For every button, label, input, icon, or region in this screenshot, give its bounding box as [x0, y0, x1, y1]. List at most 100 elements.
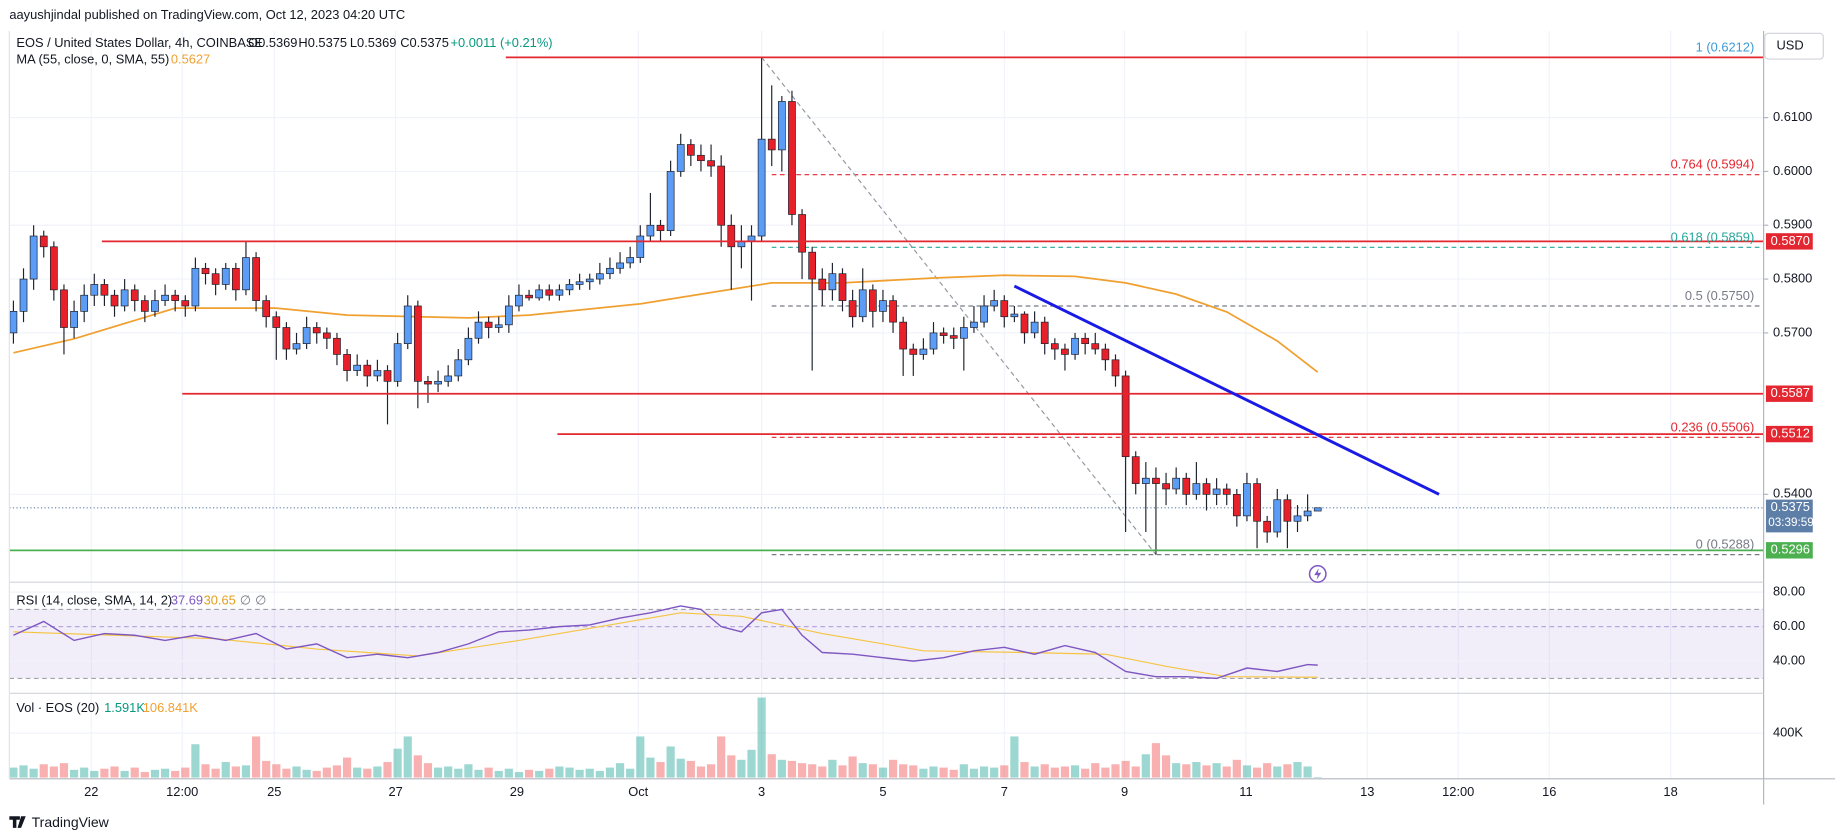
volume-bar — [878, 767, 888, 778]
y-tick-label: 0.6100 — [1773, 109, 1812, 124]
level-label: 0.5587 — [1771, 385, 1810, 400]
volume-bar — [727, 755, 736, 778]
volume-bar — [1212, 763, 1221, 778]
volume-bar — [757, 697, 766, 778]
candle-body — [717, 165, 726, 226]
volume-bar — [484, 767, 493, 778]
volume-bar — [69, 769, 79, 778]
volume-bar — [1020, 762, 1029, 778]
volume-bar — [1263, 763, 1272, 778]
x-tick-label: 18 — [1663, 784, 1677, 799]
candle-body — [1000, 300, 1009, 318]
price-label: 0.5375 — [1771, 499, 1810, 514]
candle-body — [970, 321, 978, 328]
x-tick-label: Oct — [628, 784, 648, 799]
candle-body — [636, 235, 645, 258]
volume-ma-value: 106.841K — [143, 700, 198, 715]
volume-bar — [140, 772, 149, 778]
candle-body — [1020, 313, 1029, 334]
ohlc-open: O0.5369 — [248, 35, 297, 50]
volume-bar — [282, 768, 291, 778]
volume-bar — [373, 766, 382, 778]
rsi-legend: RSI (14, close, SMA, 14, 2) — [16, 592, 172, 607]
candle-body — [1050, 343, 1059, 350]
rsi-empty-value: ∅ — [240, 592, 251, 607]
candle-body — [140, 300, 149, 312]
volume-bar — [39, 764, 48, 778]
volume-bar — [29, 768, 38, 778]
candle-body — [1141, 477, 1150, 484]
candle-body — [555, 289, 564, 296]
price-label-box — [1765, 499, 1813, 533]
ohlc-change: +0.0011 (+0.21%) — [451, 35, 553, 50]
candle-body — [1313, 507, 1322, 512]
candle-body — [60, 289, 68, 328]
candle-body — [757, 138, 766, 237]
candle-body — [808, 251, 817, 280]
candle-body — [322, 332, 331, 339]
candle-body — [262, 300, 271, 318]
candle-body — [9, 311, 18, 334]
volume-bar — [929, 766, 938, 778]
candle-body — [201, 267, 210, 275]
candle-body — [363, 364, 372, 377]
candle-body — [1283, 499, 1292, 522]
candle-body — [990, 300, 999, 307]
volume-bar — [504, 768, 513, 778]
candle-body — [515, 294, 523, 307]
level-label-box — [1765, 385, 1813, 402]
candle-body — [252, 257, 260, 301]
candle-body — [29, 235, 38, 280]
level-label: 0.5512 — [1771, 425, 1810, 440]
volume-bar — [899, 764, 908, 778]
candle-body — [302, 327, 311, 345]
volume-bar — [19, 765, 28, 778]
candle-body — [90, 284, 99, 296]
candle-body — [383, 370, 392, 382]
candle-body — [676, 144, 685, 172]
fib-label: 1 (0.6212) — [1696, 39, 1755, 54]
volume-bar — [383, 762, 392, 778]
candle-body — [1091, 343, 1100, 350]
volume-bar — [100, 768, 109, 778]
y-tick-label: 0.5900 — [1773, 217, 1812, 232]
rsi-tick-label: 80.00 — [1773, 584, 1805, 599]
volume-bar — [615, 763, 625, 778]
volume-bar — [545, 768, 554, 778]
candle-body — [606, 267, 614, 275]
volume-bar — [1242, 765, 1252, 778]
volume-bar — [1313, 777, 1322, 779]
candle-body — [565, 284, 574, 291]
volume-bar — [717, 736, 726, 778]
volume-bar — [1111, 764, 1120, 778]
candle-body — [879, 300, 887, 312]
candle-body — [697, 154, 705, 162]
candle-body — [110, 294, 119, 307]
rsi-tick-label: 60.00 — [1773, 618, 1805, 633]
volume-bar — [595, 770, 604, 778]
candle-body — [1162, 483, 1170, 490]
event-icon-bolt — [1314, 568, 1322, 580]
candle-body — [919, 348, 928, 355]
candle-body — [980, 305, 988, 323]
candle-body — [535, 289, 544, 299]
volume-bar — [9, 767, 18, 778]
candle-body — [575, 281, 584, 285]
candle-body — [494, 324, 503, 328]
volume-bar — [939, 767, 948, 778]
candle-body — [1172, 477, 1181, 490]
candle-body — [373, 370, 382, 377]
rsi-tick-label: 40.00 — [1773, 653, 1805, 668]
volume-bar — [1121, 760, 1130, 778]
candle-body — [221, 267, 230, 285]
x-tick-label: 5 — [879, 784, 886, 799]
volume-bar — [626, 768, 635, 778]
fib-label: 0.236 (0.5506) — [1671, 419, 1755, 434]
volume-bar — [747, 749, 756, 778]
volume-bar — [1273, 766, 1282, 778]
symbol: EOS / United States Dollar, 4h, COINBASE — [16, 35, 263, 50]
candle-body — [868, 289, 877, 312]
candle-body — [949, 335, 958, 339]
candle-body — [848, 300, 857, 318]
candle-body — [838, 273, 847, 301]
